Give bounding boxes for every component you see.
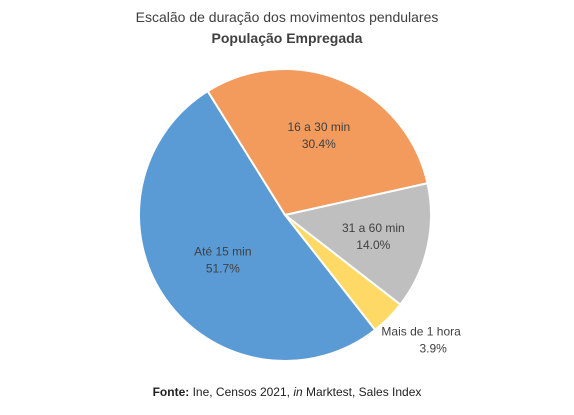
- source-prefix: Fonte:: [152, 385, 190, 399]
- slice-value-label: 3.9%: [419, 342, 447, 356]
- slice-label: 31 a 60 min: [342, 221, 405, 235]
- pie-slice-at-15-min: [137, 89, 377, 362]
- source-italic: in: [293, 385, 303, 399]
- slice-label: 16 a 30 min: [287, 120, 350, 134]
- chart-subtitle: População Empregada: [211, 30, 363, 46]
- source-text-2: Marktest, Sales Index: [302, 385, 422, 399]
- pie-slice-31-a-60-min: [282, 182, 432, 306]
- source-note: Fonte: Ine, Censos 2021, in Marktest, Sa…: [0, 385, 574, 399]
- slice-value-label: 14.0%: [356, 238, 390, 252]
- slice-value-label: 51.7%: [206, 262, 240, 276]
- slice-value-label: 30.4%: [302, 137, 336, 151]
- pie-chart: 16 a 30 min 30.4% 31 a 60 min 14.0% Mais de …: [137, 68, 461, 362]
- source-text-1: Ine, Censos 2021,: [189, 385, 294, 399]
- slice-label: Até 15 min: [194, 245, 251, 259]
- chart-title: Escalão de duração dos movimentos pendul…: [135, 9, 439, 25]
- slice-label: Mais de 1 hora: [381, 325, 461, 339]
